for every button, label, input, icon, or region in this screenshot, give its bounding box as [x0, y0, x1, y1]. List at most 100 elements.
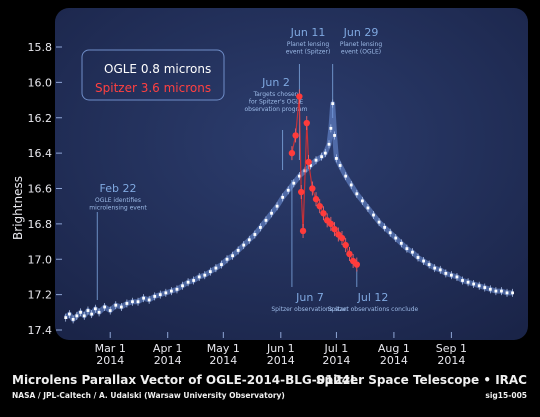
- spitzer-point: [320, 210, 327, 217]
- annotation-text: Planet lensing: [287, 41, 329, 48]
- annotation-text: event (Spitzer): [286, 49, 331, 56]
- y-tick-label: 16.8: [28, 218, 53, 231]
- y-tick-label: 17.2: [28, 289, 53, 302]
- ogle-point: [323, 151, 327, 155]
- ogle-point: [136, 300, 140, 304]
- ogle-point: [466, 280, 470, 284]
- ogle-point: [259, 226, 262, 229]
- ogle-trend-band: [63, 101, 513, 322]
- spitzer-point: [309, 185, 316, 192]
- ogle-point: [158, 293, 162, 297]
- ogle-point: [131, 300, 134, 304]
- x-tick-year: 2014: [154, 354, 182, 367]
- ogle-point: [253, 233, 257, 236]
- ogle-point: [427, 263, 431, 266]
- y-tick-label: 16.0: [28, 76, 53, 89]
- ogle-point: [411, 250, 414, 254]
- annotation-text: observation program: [244, 106, 307, 113]
- footer-title: Microlens Parallax Vector of OGLE-2014-B…: [12, 373, 358, 387]
- ogle-point: [147, 298, 151, 302]
- ogle-point: [416, 256, 420, 259]
- annotation-text: Targets chosen: [253, 91, 299, 98]
- ogle-point: [220, 263, 223, 266]
- ogle-point: [338, 164, 342, 167]
- spitzer-point: [288, 149, 296, 157]
- ogle-point: [164, 291, 168, 295]
- spitzer-point: [296, 93, 303, 100]
- ogle-point: [511, 291, 514, 295]
- annotation-title: Jun 29: [343, 26, 379, 39]
- x-tick-label: Apr 1: [153, 342, 183, 355]
- ogle-point: [349, 183, 353, 187]
- x-tick-label: Sep 1: [436, 342, 467, 355]
- spitzer-point: [338, 234, 346, 242]
- annotation-text: for Spitzer's OGLE: [249, 99, 303, 106]
- ogle-point: [208, 270, 212, 274]
- ogle-point: [175, 287, 179, 291]
- x-tick-label: Aug 1: [378, 342, 410, 355]
- ogle-point: [505, 291, 509, 295]
- ogle-point: [286, 188, 290, 192]
- ogle-point: [192, 279, 196, 282]
- x-tick-label: Mar 1: [95, 342, 126, 355]
- ogle-point: [477, 284, 481, 288]
- ogle-point: [79, 310, 82, 314]
- ogle-point: [297, 174, 301, 178]
- spitzer-point: [342, 241, 349, 249]
- ogle-point: [153, 294, 157, 298]
- ogle-point: [472, 282, 476, 286]
- ogle-point: [119, 305, 123, 309]
- y-tick-label: 16.4: [28, 147, 53, 160]
- ogle-point: [444, 272, 448, 275]
- ogle-point: [75, 314, 79, 318]
- spitzer-point: [305, 158, 312, 166]
- ogle-point: [90, 312, 94, 316]
- ogle-point: [114, 303, 118, 307]
- annotation-text: Planet lensing: [340, 41, 382, 48]
- ogle-point: [344, 174, 348, 178]
- ogle-point: [231, 254, 234, 258]
- ogle-point: [383, 226, 387, 229]
- annotation-text: Spitzer observations conclude: [328, 306, 419, 313]
- ogle-point: [388, 231, 392, 235]
- annotation-title: Jun 7: [295, 291, 324, 304]
- ogle-point: [327, 142, 331, 146]
- ogle-point: [461, 279, 464, 282]
- ogle-point: [355, 192, 359, 196]
- ogle-point: [405, 247, 409, 251]
- ogle-point: [236, 249, 240, 252]
- annotation-text: event (OGLE): [341, 49, 381, 56]
- ogle-point: [86, 309, 90, 312]
- ogle-point: [142, 296, 145, 300]
- ogle-point: [93, 307, 97, 311]
- ogle-point: [314, 158, 318, 162]
- spitzer-point: [299, 227, 307, 235]
- x-tick-year: 2014: [437, 354, 465, 367]
- ogle-point: [309, 164, 312, 167]
- ogle-point: [433, 266, 437, 270]
- spitzer-point: [292, 132, 299, 139]
- ogle-point: [82, 314, 86, 318]
- x-tick-label: Jul 1: [324, 342, 349, 355]
- ogle-point: [333, 134, 336, 137]
- spitzer-point: [312, 195, 320, 203]
- ogle-point: [377, 220, 381, 224]
- ogle-point: [449, 273, 453, 277]
- ogle-point: [331, 102, 335, 105]
- ogle-point: [422, 259, 425, 263]
- footer-image-id: sig15-005: [485, 391, 527, 400]
- ogle-point: [71, 317, 75, 321]
- ogle-point: [366, 206, 370, 210]
- ogle-point: [103, 305, 107, 309]
- ogle-point: [203, 273, 207, 277]
- x-tick-label: May 1: [207, 342, 240, 355]
- x-tick-label: Jun 1: [266, 342, 295, 355]
- y-tick-label: 17.0: [28, 253, 53, 266]
- ogle-point: [264, 218, 268, 222]
- ogle-point: [360, 199, 364, 203]
- ogle-point: [125, 302, 129, 305]
- y-tick-label: 15.8: [28, 41, 53, 54]
- spitzer-point: [331, 225, 338, 233]
- ogle-point: [292, 181, 296, 185]
